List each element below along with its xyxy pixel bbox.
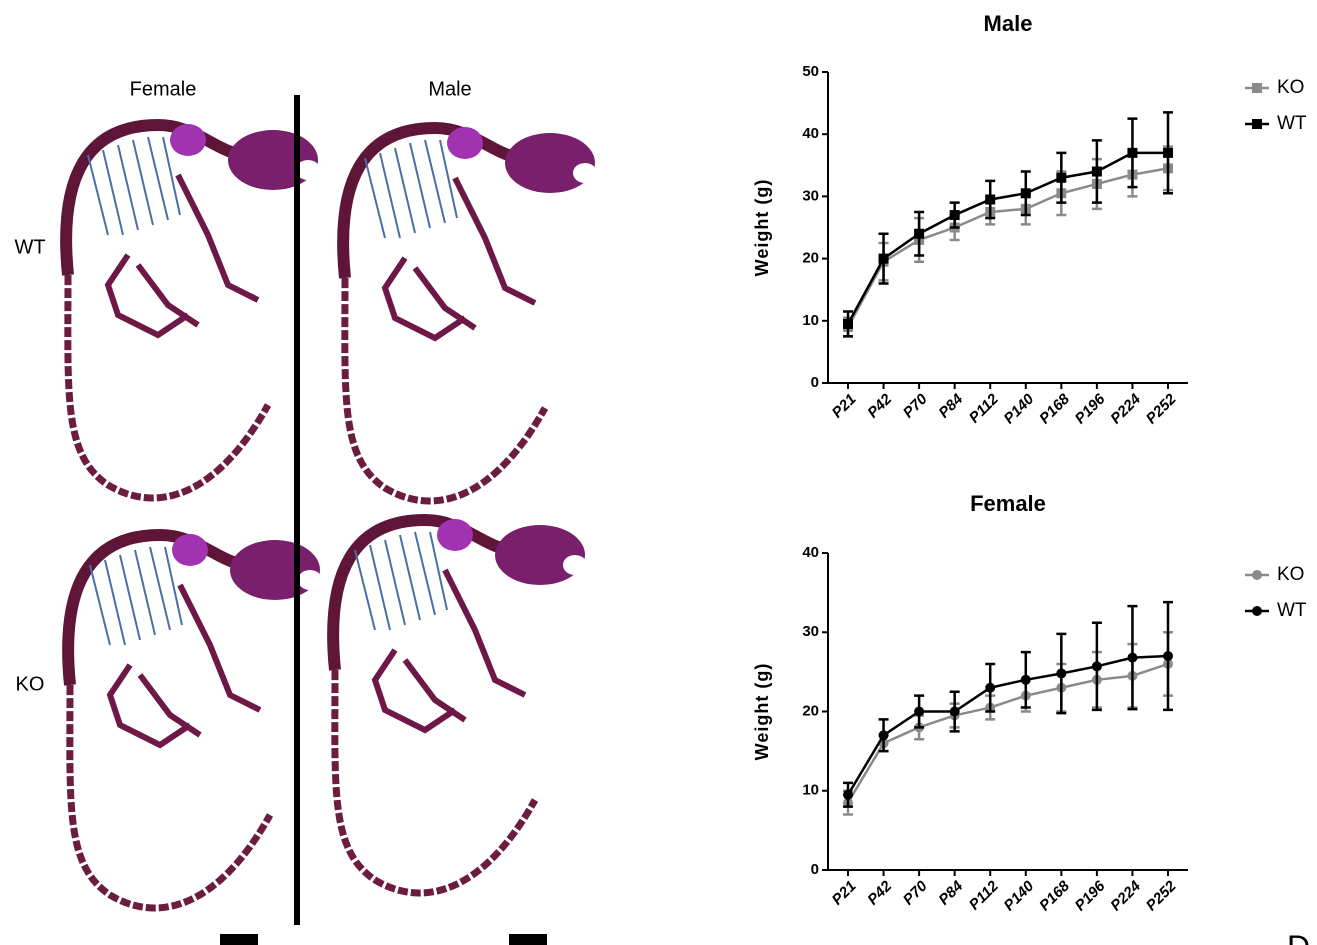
marker	[985, 194, 996, 205]
specimen-images: Female Male WT KO D	[14, 78, 1310, 945]
marker	[878, 253, 889, 264]
chart-title: Female	[970, 491, 1046, 516]
x-tick-label: P140	[1001, 877, 1038, 914]
series-line	[846, 151, 1168, 325]
y-tick-label: 20	[802, 250, 819, 267]
x-tick-label: P252	[1143, 877, 1180, 914]
marker	[914, 706, 925, 717]
marker	[949, 210, 960, 221]
y-tick-label: 30	[802, 623, 819, 640]
marker	[1127, 147, 1138, 158]
marker	[843, 789, 853, 800]
x-tick-label: P168	[1036, 390, 1073, 427]
marker	[1020, 188, 1031, 199]
scale-bar	[220, 934, 258, 945]
marker	[1163, 651, 1173, 662]
chart: Male Weight (g) 0 10 20 30 40 50 P21 P42 P70 P84 P11…	[752, 11, 1307, 428]
x-tick-label: P196	[1072, 877, 1109, 914]
y-tick-label: 40	[802, 544, 819, 561]
y-tick-label: 0	[811, 861, 819, 878]
x-tick-label: P21	[829, 391, 860, 422]
panel-label: D	[1287, 929, 1310, 945]
x-tick-label: P70	[900, 877, 931, 908]
y-tick-label: 20	[802, 702, 819, 719]
y-tick-label: 50	[802, 63, 819, 80]
specimen-image	[343, 127, 597, 501]
column-label: Male	[428, 78, 471, 100]
legend-label: KO	[1277, 77, 1304, 98]
marker	[843, 318, 853, 329]
specimen-image	[66, 124, 320, 498]
chart-title: Male	[984, 11, 1033, 36]
x-tick-label: P224	[1107, 390, 1144, 427]
scale-bar	[509, 934, 547, 945]
x-tick-label: P252	[1143, 390, 1180, 427]
y-tick-label: 0	[811, 374, 819, 391]
legend-label: WT	[1277, 600, 1307, 621]
series-line	[846, 167, 1169, 328]
legend-label: KO	[1277, 564, 1304, 585]
y-tick-label: 10	[802, 312, 819, 329]
marker	[949, 706, 960, 717]
legend-label: WT	[1277, 113, 1307, 134]
marker	[1056, 172, 1067, 183]
x-tick-label: P21	[829, 878, 860, 909]
column-label: Female	[130, 78, 197, 100]
x-tick-label: P42	[864, 877, 895, 908]
marker	[1127, 652, 1138, 663]
row-label: KO	[16, 673, 45, 695]
x-tick-label: P168	[1036, 877, 1073, 914]
legend-marker	[1252, 83, 1262, 93]
x-tick-label: P70	[900, 390, 931, 421]
x-tick-label: P140	[1001, 390, 1038, 427]
y-axis-label: Weight (g)	[752, 663, 772, 761]
x-tick-label: P224	[1107, 877, 1144, 914]
series-line	[846, 654, 1169, 796]
series-line	[846, 662, 1169, 804]
marker	[914, 228, 925, 239]
y-axis-label: Weight (g)	[752, 179, 772, 277]
x-tick-label: P196	[1072, 390, 1109, 427]
y-tick-label: 40	[802, 125, 819, 142]
x-tick-label: P112	[966, 877, 1002, 913]
marker	[1163, 147, 1173, 158]
y-tick-label: 30	[802, 187, 819, 204]
legend-marker	[1252, 119, 1262, 129]
y-tick-label: 10	[802, 782, 819, 799]
x-tick-label: P42	[864, 390, 895, 421]
marker	[1056, 668, 1067, 679]
specimen-image	[68, 534, 322, 908]
x-tick-label: P112	[966, 390, 1002, 426]
x-tick-label: P84	[935, 877, 966, 908]
marker	[1091, 166, 1102, 177]
marker	[1020, 674, 1031, 685]
x-tick-label: P84	[935, 390, 966, 421]
specimen-image	[333, 519, 587, 893]
marker	[985, 682, 996, 693]
marker	[1091, 661, 1102, 672]
chart: Female Weight (g) 0 10 20 30 40 P21 P42 P70 P84 P11…	[752, 491, 1307, 915]
legend-marker	[1252, 606, 1262, 616]
row-label: WT	[14, 236, 45, 258]
marker	[878, 730, 889, 741]
legend-marker	[1252, 570, 1262, 580]
